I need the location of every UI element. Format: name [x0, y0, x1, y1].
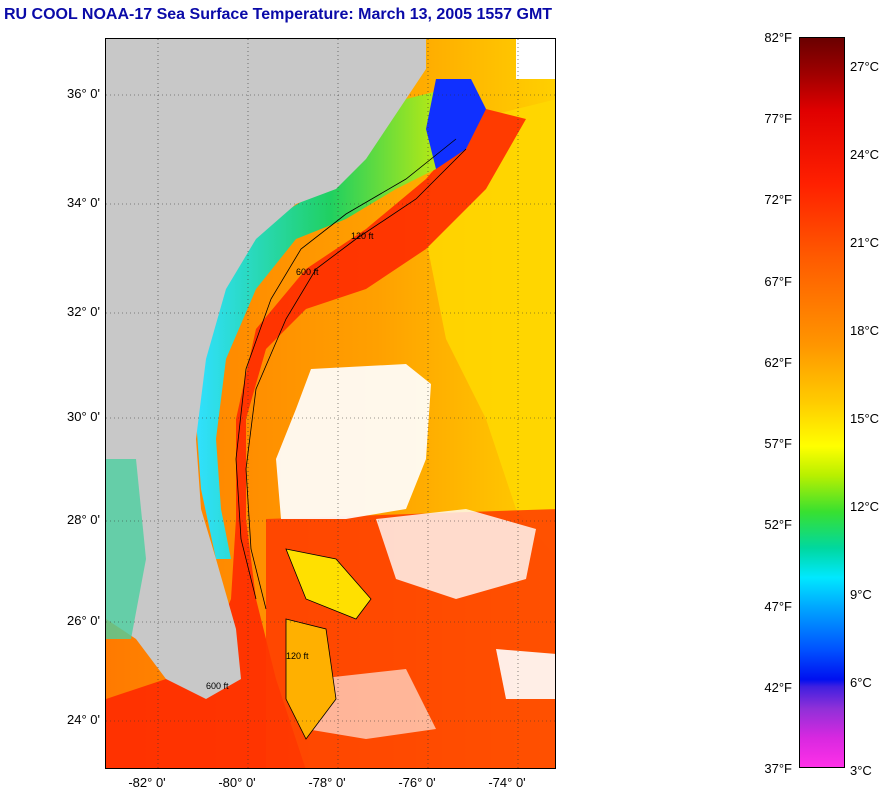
- colorbar-c-label: 3°C: [850, 763, 872, 778]
- bahama-bank: [285, 618, 337, 740]
- lon-label: -76° 0': [398, 775, 436, 790]
- depth-contour-120ft: [235, 138, 457, 600]
- lat-label: 30° 0': [67, 409, 100, 424]
- lat-label: 36° 0': [67, 86, 100, 101]
- colorbar-c-label: 15°C: [850, 411, 880, 426]
- lon-label: -80° 0': [218, 775, 256, 790]
- colorbar-c-label: 18°C: [850, 323, 880, 338]
- contour-label: 600 ft: [206, 681, 229, 691]
- cloud-patch: [496, 649, 555, 699]
- colorbar-c-label: 21°C: [850, 235, 880, 250]
- lon-label: -78° 0': [308, 775, 346, 790]
- cloud-patch: [276, 364, 431, 519]
- lat-label: 34° 0': [67, 195, 100, 210]
- cloud-patch: [376, 509, 536, 599]
- colorbar-c-label: 27°C: [850, 59, 880, 74]
- gulf-stream: [106, 109, 526, 768]
- cold-sound-water: [426, 79, 486, 169]
- lat-label: 26° 0': [67, 613, 100, 628]
- colorbar-f-label: 37°F: [764, 761, 792, 776]
- depth-contour-600ft: [245, 148, 467, 610]
- map-title: RU COOL NOAA-17 Sea Surface Temperature:…: [4, 6, 553, 23]
- lat-label: 32° 0': [67, 304, 100, 319]
- cloud-patch: [306, 669, 436, 739]
- colorbar-c-label: 6°C: [850, 675, 872, 690]
- colorbar-f-label: 52°F: [764, 517, 792, 532]
- colorbar-f-label: 82°F: [764, 30, 792, 45]
- temperature-colorbar: [799, 37, 845, 768]
- colorbar-f-label: 67°F: [764, 274, 792, 289]
- colorbar-c-label: 24°C: [850, 147, 880, 162]
- colorbar-c-label: 9°C: [850, 587, 872, 602]
- sst-map[interactable]: 120 ft 600 ft 600 ft 120 ft: [105, 38, 556, 769]
- sst-map-canvas: 120 ft 600 ft 600 ft 120 ft: [106, 39, 555, 768]
- colorbar-f-label: 72°F: [764, 192, 792, 207]
- no-data-corner: [516, 39, 555, 79]
- contour-label: 120 ft: [351, 231, 374, 241]
- contour-label: 600 ft: [296, 267, 319, 277]
- gulf-coast-water: [106, 459, 146, 639]
- colorbar-f-label: 47°F: [764, 599, 792, 614]
- colorbar-f-label: 62°F: [764, 355, 792, 370]
- bahama-bank: [285, 548, 372, 620]
- colorbar-c-label: 12°C: [850, 499, 880, 514]
- colorbar-f-label: 42°F: [764, 680, 792, 695]
- contour-label: 120 ft: [286, 651, 309, 661]
- lat-label: 28° 0': [67, 512, 100, 527]
- lon-label: -74° 0': [488, 775, 526, 790]
- lat-label: 24° 0': [67, 712, 100, 727]
- lon-label: -82° 0': [128, 775, 166, 790]
- colorbar-f-label: 57°F: [764, 436, 792, 451]
- colorbar-f-label: 77°F: [764, 111, 792, 126]
